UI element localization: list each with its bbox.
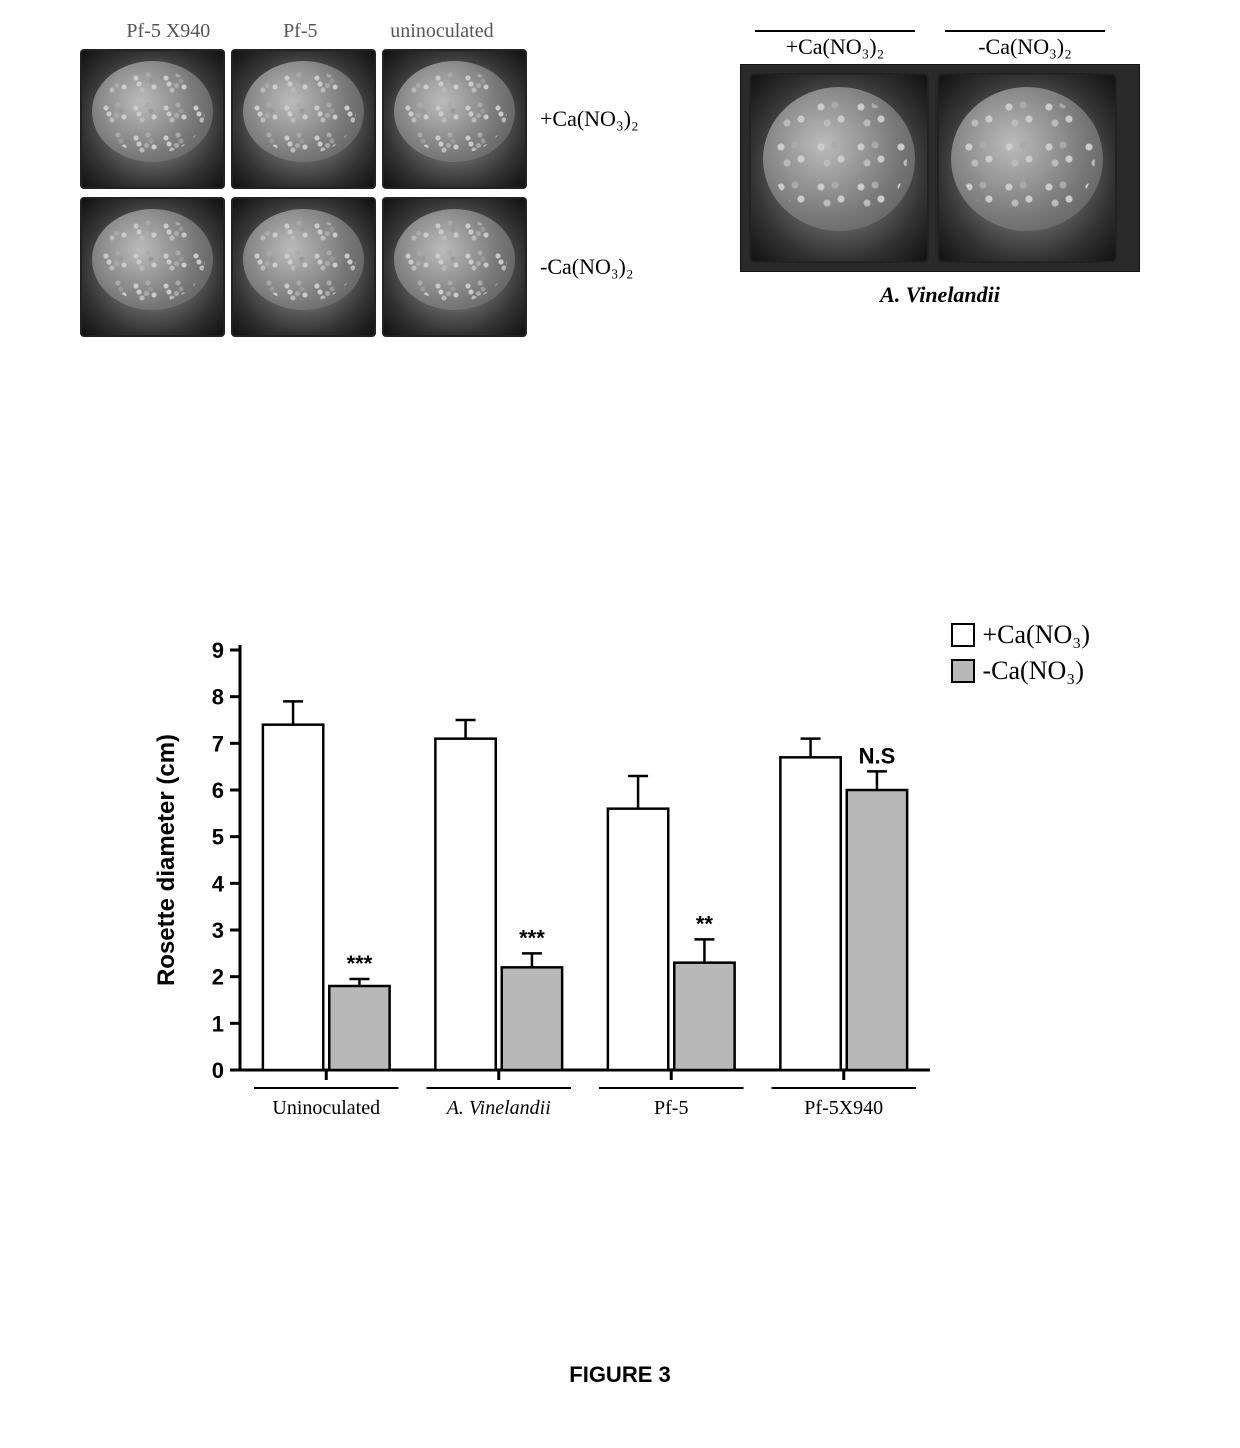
svg-text:5: 5 xyxy=(212,825,224,850)
svg-text:7: 7 xyxy=(212,731,224,756)
legend-item-minus: -Ca(NO₃) xyxy=(951,656,1090,686)
right-pot-row xyxy=(740,64,1140,272)
pot-row-plus: +Ca(NO₃)₂ xyxy=(80,49,580,189)
bar-chart: 0 1 2 3 4 5 6 7 8 9 Rosette diameter (cm) *** Uninoc… xyxy=(150,620,950,1140)
row-label-plus: +Ca(NO₃)₂ xyxy=(540,106,639,132)
svg-text:4: 4 xyxy=(212,871,225,896)
legend-swatch xyxy=(951,623,975,647)
legend-label: -Ca(NO₃) xyxy=(983,656,1084,686)
bar-chart-section: +Ca(NO₃) -Ca(NO₃) 0 1 2 3 4 5 6 7 8 9 Rosette diam… xyxy=(150,620,1090,1180)
col-label: -Ca(NO₃)₂ xyxy=(945,30,1105,60)
col-label: uninoculated xyxy=(390,20,493,43)
right-pot-panel: +Ca(NO₃)₂ -Ca(NO₃)₂ A. Vinelandii xyxy=(740,30,1140,308)
svg-text:***: *** xyxy=(519,925,545,950)
svg-text:9: 9 xyxy=(212,638,224,663)
left-column-labels: Pf-5 X940 Pf-5 uninoculated xyxy=(90,20,530,43)
figure-number-label: FIGURE 3 xyxy=(569,1362,670,1388)
pot-row-minus: -Ca(NO₃)₂ xyxy=(80,197,580,337)
svg-text:8: 8 xyxy=(212,685,224,710)
pot-image xyxy=(749,73,929,263)
pot-image xyxy=(382,197,527,337)
legend-swatch xyxy=(951,659,975,683)
col-label: Pf-5 X940 xyxy=(126,20,210,43)
pot-image xyxy=(382,49,527,189)
svg-text:Uninoculated: Uninoculated xyxy=(272,1097,380,1119)
svg-text:Rosette diameter (cm): Rosette diameter (cm) xyxy=(153,734,180,986)
row-label-minus: -Ca(NO₃)₂ xyxy=(540,254,634,280)
svg-text:6: 6 xyxy=(212,778,224,803)
legend-item-plus: +Ca(NO₃) xyxy=(951,620,1090,650)
pot-image xyxy=(231,197,376,337)
svg-text:3: 3 xyxy=(212,918,224,943)
pot-image xyxy=(937,73,1117,263)
svg-text:***: *** xyxy=(347,951,373,976)
legend-label: +Ca(NO₃) xyxy=(983,620,1090,650)
col-label: +Ca(NO₃)₂ xyxy=(755,30,915,60)
svg-text:**: ** xyxy=(696,911,714,936)
pot-image xyxy=(231,49,376,189)
svg-text:N.S: N.S xyxy=(859,743,896,768)
svg-text:Pf-5: Pf-5 xyxy=(654,1097,688,1119)
chart-legend: +Ca(NO₃) -Ca(NO₃) xyxy=(951,620,1090,692)
right-column-labels: +Ca(NO₃)₂ -Ca(NO₃)₂ xyxy=(740,30,1120,60)
pot-image xyxy=(80,197,225,337)
svg-text:1: 1 xyxy=(212,1011,224,1036)
left-pot-panel: Pf-5 X940 Pf-5 uninoculated +Ca(NO₃)₂ -C… xyxy=(80,20,580,345)
svg-text:Pf-5X940: Pf-5X940 xyxy=(804,1097,883,1119)
col-label: Pf-5 xyxy=(283,20,317,43)
svg-text:0: 0 xyxy=(212,1058,224,1083)
svg-text:A. Vinelandii: A. Vinelandii xyxy=(445,1097,551,1119)
pot-image xyxy=(80,49,225,189)
svg-text:2: 2 xyxy=(212,965,224,990)
right-panel-caption: A. Vinelandii xyxy=(740,282,1140,308)
